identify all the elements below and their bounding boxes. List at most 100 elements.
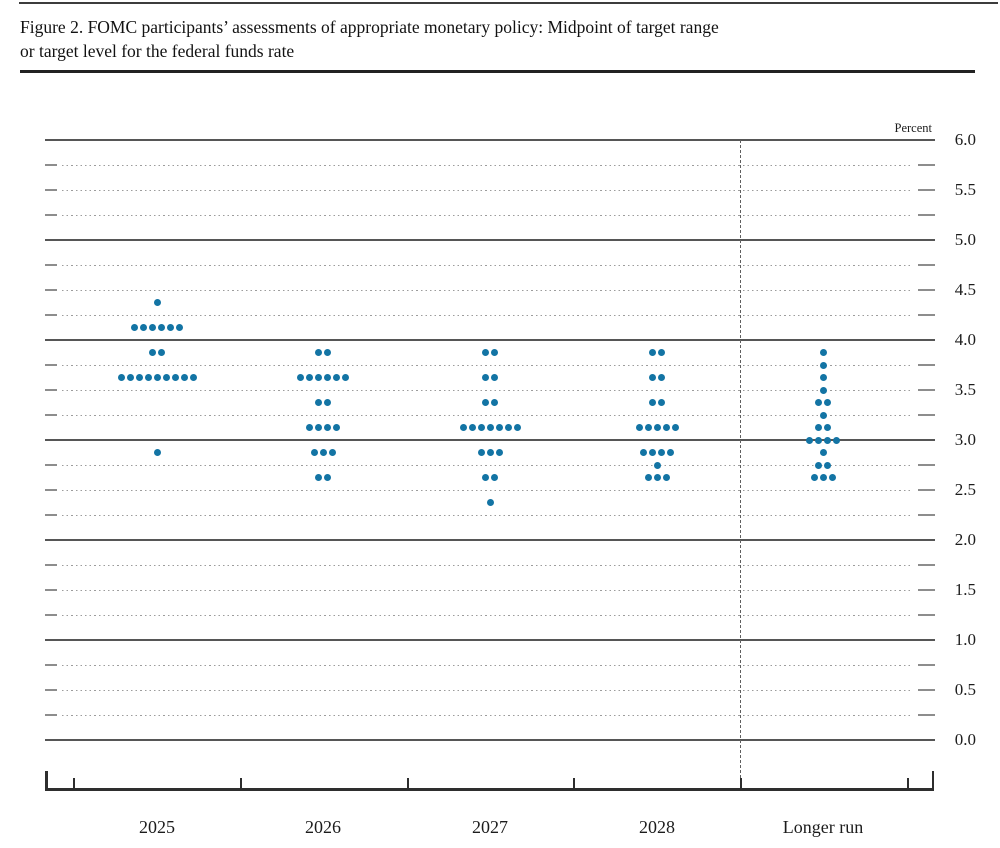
projection-dot	[153, 449, 161, 456]
y-tick-label: 0.0	[954, 730, 976, 749]
projection-dot	[513, 424, 521, 431]
projection-dot	[328, 449, 336, 456]
gridline-solid	[45, 639, 935, 641]
projection-dot	[491, 374, 498, 381]
x-axis-tick	[573, 778, 575, 788]
x-category-label: 2025	[139, 817, 175, 837]
y-axis-unit-label: Percent	[894, 121, 932, 135]
projection-dot	[324, 424, 331, 431]
x-category-label: 2028	[639, 817, 675, 837]
y-tick-label: 2.5	[954, 480, 976, 499]
left-edge-tick	[45, 664, 57, 666]
gridline-dotted	[62, 214, 913, 216]
projection-dot	[117, 374, 125, 381]
x-axis-tick	[407, 778, 409, 788]
gridline-dotted	[62, 589, 913, 591]
right-edge-tick	[918, 514, 935, 516]
projection-dot	[491, 349, 498, 356]
x-axis-tick	[73, 778, 75, 788]
projection-dot	[658, 449, 665, 456]
projection-dot	[504, 424, 512, 431]
right-edge-tick	[918, 464, 935, 466]
projection-dot	[176, 324, 183, 331]
left-edge-tick	[45, 214, 57, 216]
projection-dot	[828, 474, 836, 481]
gridline-dotted	[62, 664, 913, 666]
gridline-solid	[45, 139, 935, 141]
left-edge-tick	[45, 389, 57, 391]
projection-dot	[482, 474, 489, 481]
projection-dot	[131, 324, 138, 331]
projection-dot	[158, 349, 165, 356]
gridline-solid	[45, 339, 935, 341]
gridline-dotted	[62, 389, 913, 391]
projection-dot	[315, 374, 322, 381]
projection-dot	[819, 386, 827, 394]
projection-dot	[815, 436, 822, 444]
y-tick-label: 5.0	[954, 230, 976, 249]
right-edge-tick	[918, 714, 935, 716]
projection-dot	[158, 324, 165, 331]
projection-dot	[482, 374, 489, 381]
left-edge-tick	[45, 264, 57, 266]
projection-dot	[658, 349, 665, 356]
projection-dot	[662, 474, 670, 481]
right-edge-tick	[918, 489, 935, 491]
x-category-label: Longer run	[782, 817, 864, 837]
left-edge-tick	[45, 614, 57, 616]
y-tick-label: 0.5	[954, 680, 976, 699]
projection-dot	[135, 374, 143, 381]
projection-dot	[815, 461, 822, 469]
x-axis-line	[45, 788, 934, 791]
projection-dot	[495, 424, 503, 431]
projection-dot	[819, 474, 827, 481]
x-category-label: 2026	[305, 817, 341, 837]
left-edge-tick	[45, 589, 57, 591]
projection-dot	[477, 424, 485, 431]
projection-dot	[297, 374, 304, 381]
projection-dot	[482, 349, 489, 356]
projection-dot	[491, 474, 498, 481]
projection-dot	[649, 449, 656, 456]
projection-dot	[491, 399, 498, 406]
longer-run-separator	[740, 140, 741, 788]
right-edge-tick	[918, 214, 935, 216]
projection-dot	[126, 374, 134, 381]
projection-dot	[667, 449, 674, 456]
gridline-dotted	[62, 364, 913, 366]
projection-dot	[333, 374, 340, 381]
figure-title: Figure 2. FOMC participants’ assessments…	[20, 15, 985, 63]
projection-dot	[649, 349, 656, 356]
gridline-solid	[45, 239, 935, 241]
y-tick-label: 1.5	[954, 580, 976, 599]
gridline-dotted	[62, 314, 913, 316]
y-tick-label: 1.0	[954, 630, 976, 649]
projection-dot	[644, 424, 652, 431]
left-edge-tick	[45, 164, 57, 166]
projection-dot	[315, 424, 322, 431]
figure-title-line1: Figure 2. FOMC participants’ assessments…	[20, 17, 719, 37]
projection-dot	[819, 349, 827, 356]
projection-dot	[315, 349, 322, 356]
projection-dot	[495, 449, 503, 456]
projection-dot	[324, 349, 331, 356]
projection-dot	[153, 374, 161, 381]
left-edge-tick	[45, 364, 57, 366]
projection-dot	[649, 374, 656, 381]
left-edge-tick	[45, 464, 57, 466]
right-edge-tick	[918, 264, 935, 266]
y-tick-label: 3.0	[954, 430, 976, 449]
projection-dot	[662, 424, 670, 431]
left-edge-tick	[45, 314, 57, 316]
projection-dot	[171, 374, 179, 381]
right-edge-tick	[918, 414, 935, 416]
y-tick-label: 3.5	[954, 380, 976, 399]
x-axis-right-end-tick	[931, 771, 934, 788]
gridline-dotted	[62, 714, 913, 716]
gridline-dotted	[62, 464, 913, 466]
projection-dot	[810, 474, 818, 481]
projection-dot	[459, 424, 467, 431]
projection-dot	[644, 474, 652, 481]
projection-dot	[333, 424, 340, 431]
